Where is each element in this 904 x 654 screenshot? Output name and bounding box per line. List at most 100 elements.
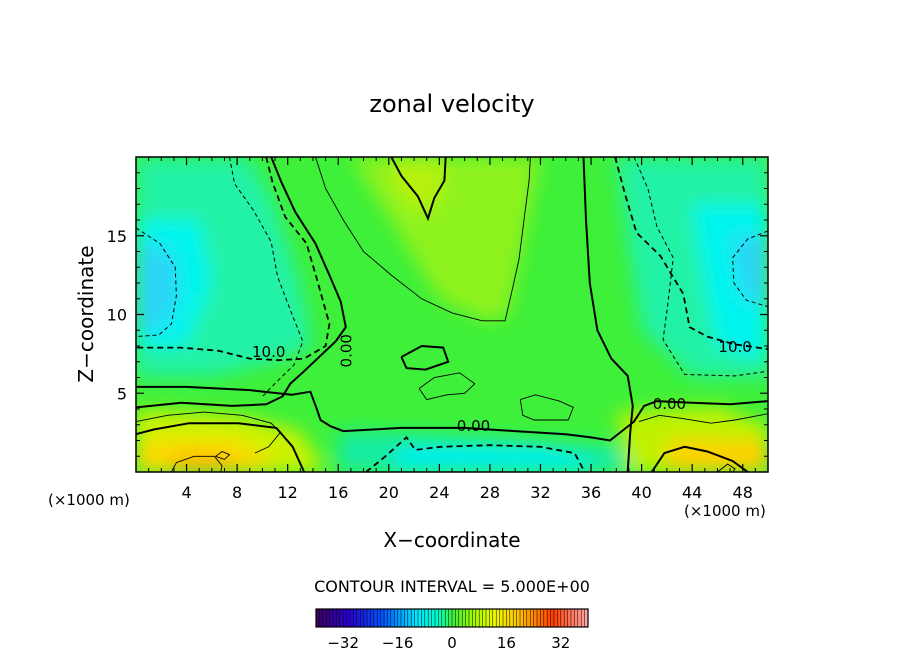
x-tick-label: 48: [733, 483, 753, 502]
colorbar-swatch: [496, 609, 500, 627]
contour-line: [732, 230, 768, 308]
colorbar-swatch: [564, 609, 568, 627]
colorbar-swatch: [431, 609, 436, 627]
contour-label: 0.00: [338, 334, 356, 367]
colorbar-swatch: [390, 609, 395, 627]
colorbar-swatch: [394, 609, 398, 627]
contour-line: [136, 385, 768, 442]
colorbar-swatch: [316, 609, 320, 627]
colorbar-tick-label: −32: [327, 634, 359, 652]
contour-line: [136, 157, 347, 409]
contour-line: [136, 422, 306, 472]
y-tick-label: 5: [117, 384, 127, 403]
contour-line: [365, 436, 586, 472]
colorbar-swatch: [360, 609, 364, 627]
colorbar-swatch: [356, 609, 361, 627]
colorbar: [315, 608, 589, 628]
colorbar-swatch: [404, 609, 409, 627]
contour-line: [171, 455, 223, 472]
y-tick-label: 15: [107, 227, 127, 246]
colorbar-swatch: [571, 609, 575, 627]
colorbar-swatch: [353, 609, 358, 627]
contour-line: [229, 157, 304, 399]
colorbar-swatch: [373, 609, 378, 627]
colorbar-swatch: [397, 609, 402, 627]
x-tick-label: 28: [480, 483, 500, 502]
y-axis: 5 10 15: [107, 172, 768, 457]
colorbar-swatch: [370, 609, 375, 627]
x-tick-label: 8: [232, 483, 242, 502]
contour-line: [717, 463, 736, 472]
colorbar-swatch: [469, 609, 473, 627]
x-tick-label: 44: [682, 483, 702, 502]
colorbar-swatch: [428, 609, 432, 627]
colorbar-swatch: [550, 609, 555, 627]
colorbar-swatch: [421, 609, 426, 627]
colorbar-swatch: [455, 609, 460, 627]
colorbar-swatch: [407, 609, 412, 627]
colorbar-swatch: [350, 609, 354, 627]
colorbar-swatch: [336, 609, 341, 627]
x-axis: 4 8 12 16 20 24 28 32 36 40 44 48: [148, 157, 756, 502]
colorbar-swatch: [584, 609, 589, 627]
colorbar-swatch: [401, 609, 405, 627]
contour-line: [136, 411, 281, 454]
colorbar-ticks: −32 −16 0 16 32: [327, 634, 570, 652]
colorbar-swatch: [540, 609, 545, 627]
colorbar-swatch: [530, 609, 534, 627]
colorbar-swatch: [346, 609, 351, 627]
colorbar-tick-label: 16: [497, 634, 516, 652]
colorbar-swatch: [489, 609, 494, 627]
x-tick-label: 40: [631, 483, 651, 502]
x-tick-label: 20: [379, 483, 399, 502]
plot-area: [136, 157, 768, 472]
chart-title: zonal velocity: [369, 90, 534, 118]
colorbar-swatch: [448, 609, 453, 627]
contour-line: [136, 157, 331, 362]
colorbar-swatch: [509, 609, 514, 627]
colorbar-swatch: [567, 609, 572, 627]
contour-label: 10.0: [252, 343, 285, 361]
contour-line: [614, 157, 768, 350]
colorbar-swatch: [387, 609, 392, 627]
colorbar-swatch: [380, 609, 385, 627]
colorbar-swatch: [577, 609, 582, 627]
colorbar-swatch: [537, 609, 541, 627]
colorbar-swatch: [547, 609, 551, 627]
x-tick-label: 32: [530, 483, 550, 502]
colorbar-swatch: [533, 609, 538, 627]
colorbar-swatch: [319, 609, 324, 627]
colorbar-swatch: [554, 609, 558, 627]
x-unit-left: (×1000 m): [48, 491, 130, 509]
colorbar-swatch: [560, 609, 565, 627]
colorbar-swatch: [445, 609, 449, 627]
colorbar-swatch: [424, 609, 429, 627]
colorbar-swatch: [333, 609, 337, 627]
colorbar-swatch: [520, 609, 524, 627]
colorbar-swatch: [438, 609, 443, 627]
colorbar-swatch: [513, 609, 517, 627]
x-unit-right: (×1000 m): [684, 502, 766, 520]
colorbar-swatch: [418, 609, 422, 627]
colorbar-swatch: [486, 609, 490, 627]
contour-line: [390, 157, 447, 222]
colorbar-swatch: [523, 609, 528, 627]
contour-line: [136, 227, 177, 338]
colorbar-tick-label: 32: [551, 634, 570, 652]
contour-line: [215, 450, 231, 460]
colorbar-swatch: [329, 609, 334, 627]
x-tick-label: 16: [328, 483, 348, 502]
colorbar-swatch: [503, 609, 507, 627]
colorbar-swatch: [414, 609, 419, 627]
contour-label: 0.00: [653, 395, 686, 413]
colorbar-swatch: [367, 609, 371, 627]
colorbar-swatch: [435, 609, 439, 627]
y-axis-label: Z−coordinate: [74, 245, 98, 382]
colorbar-frame: [315, 608, 589, 628]
colorbar-swatch: [441, 609, 446, 627]
contour-line: [519, 394, 574, 421]
colorbar-swatch: [411, 609, 415, 627]
contour-labels: 10.0 0.00 0.00 0.00 10.0: [252, 334, 752, 435]
contour-line: [315, 157, 531, 322]
